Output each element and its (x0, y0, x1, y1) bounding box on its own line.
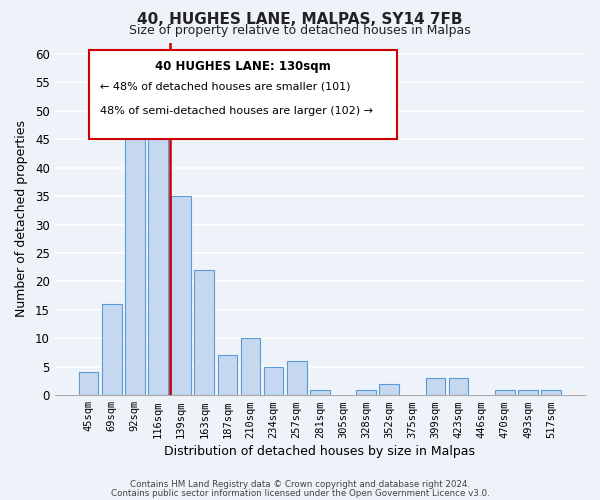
Text: ← 48% of detached houses are smaller (101): ← 48% of detached houses are smaller (10… (100, 82, 350, 92)
FancyBboxPatch shape (89, 50, 397, 140)
Text: Size of property relative to detached houses in Malpas: Size of property relative to detached ho… (129, 24, 471, 37)
Text: 40 HUGHES LANE: 130sqm: 40 HUGHES LANE: 130sqm (155, 60, 331, 73)
Bar (171, 196, 191, 395)
Bar (194, 270, 214, 395)
Bar (518, 390, 538, 395)
Bar (449, 378, 469, 395)
Bar (287, 361, 307, 395)
Bar (495, 390, 515, 395)
Bar (310, 390, 329, 395)
Bar (148, 111, 168, 395)
Text: Contains HM Land Registry data © Crown copyright and database right 2024.: Contains HM Land Registry data © Crown c… (130, 480, 470, 489)
Text: Contains public sector information licensed under the Open Government Licence v3: Contains public sector information licen… (110, 488, 490, 498)
Text: 40, HUGHES LANE, MALPAS, SY14 7FB: 40, HUGHES LANE, MALPAS, SY14 7FB (137, 12, 463, 28)
Y-axis label: Number of detached properties: Number of detached properties (15, 120, 28, 318)
Bar (102, 304, 122, 395)
X-axis label: Distribution of detached houses by size in Malpas: Distribution of detached houses by size … (164, 444, 475, 458)
Bar (218, 356, 237, 395)
Text: 48% of semi-detached houses are larger (102) →: 48% of semi-detached houses are larger (… (100, 106, 373, 116)
Bar (79, 372, 98, 395)
Bar (356, 390, 376, 395)
Bar (241, 338, 260, 395)
Bar (125, 134, 145, 395)
Bar (264, 367, 283, 395)
Bar (425, 378, 445, 395)
Bar (541, 390, 561, 395)
Bar (379, 384, 399, 395)
